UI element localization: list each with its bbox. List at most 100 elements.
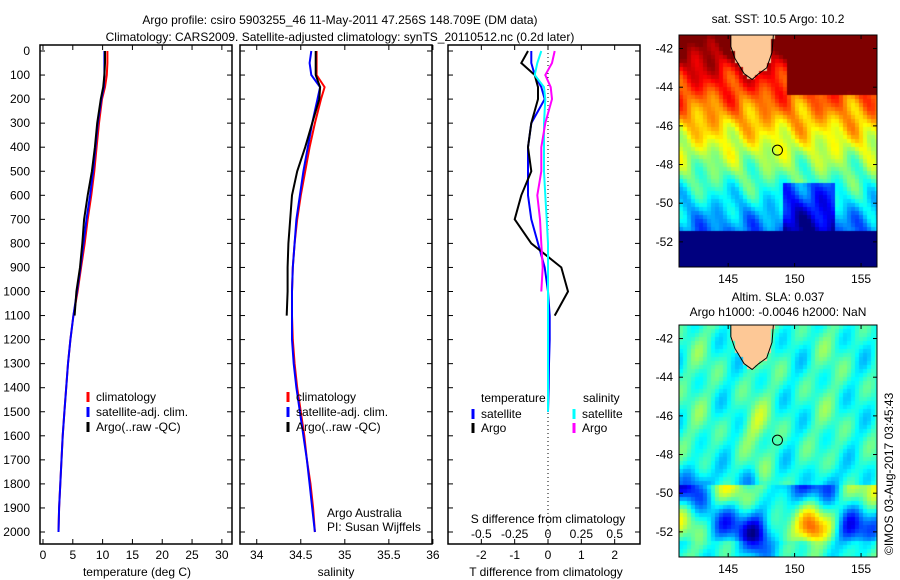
- sla-map-image: [679, 325, 877, 557]
- x-tick-label: 15: [126, 548, 140, 562]
- sst-map-image: [679, 35, 877, 267]
- lat-tick-label: -42: [656, 42, 674, 56]
- lat-tick-label: -50: [656, 196, 674, 210]
- coastline-tasmania: [730, 34, 774, 81]
- s-tick-label: 0.5: [606, 527, 623, 541]
- depth-tick-label: 200: [10, 92, 30, 106]
- salinity-xlabel: salinity: [318, 565, 355, 579]
- lat-tick-label: -48: [656, 158, 674, 172]
- coastline-tasmania: [730, 324, 774, 371]
- x-tick-label: 5: [69, 548, 76, 562]
- lat-tick-label: -48: [656, 448, 674, 462]
- x-tick-label: 0: [545, 548, 552, 562]
- legend-title-temperature: temperature: [481, 391, 546, 405]
- legend-label: satellite-adj. clim.: [296, 405, 388, 419]
- sst-map-title: sat. SST: 10.5 Argo: 10.2: [712, 12, 845, 26]
- x-tick-label: 35: [338, 548, 352, 562]
- lat-tick-label: -52: [656, 525, 674, 539]
- lon-tick-label: 150: [785, 562, 805, 576]
- argo-location-marker: [771, 434, 783, 446]
- legend-label: climatology: [96, 390, 156, 404]
- x-tick-label: 20: [156, 548, 170, 562]
- panel-frame-difference-profile: [447, 44, 641, 545]
- lat-tick-label: -52: [656, 235, 674, 249]
- depth-tick-label: 1800: [3, 477, 30, 491]
- legend-label: Argo: [481, 421, 507, 435]
- depth-tick-label: 600: [10, 188, 30, 202]
- timestamp: ©IMOS 03-Aug-2017 03:45:43: [882, 392, 896, 555]
- depth-tick-label: 1400: [3, 381, 30, 395]
- x-tick-label: 10: [96, 548, 110, 562]
- sla-map-subtitle: Argo h1000: -0.0046 h2000: NaN: [690, 305, 867, 319]
- argo-location-marker: [771, 144, 783, 156]
- depth-tick-label: 100: [10, 68, 30, 82]
- x-tick-label: 30: [215, 548, 229, 562]
- lat-tick-label: -42: [656, 332, 674, 346]
- x-tick-label: 25: [185, 548, 199, 562]
- depth-tick-label: 300: [10, 116, 30, 130]
- series-line-climatology: [57, 51, 109, 533]
- legend-label: satellite-adj. clim.: [96, 405, 188, 419]
- depth-tick-label: 1100: [4, 309, 30, 323]
- panel-frame-temperature-profile: [39, 44, 233, 545]
- lon-tick-label: 145: [718, 272, 738, 286]
- s-tick-label: 0.25: [570, 527, 594, 541]
- lat-tick-label: -46: [656, 119, 674, 133]
- depth-tick-label: 1300: [3, 357, 30, 371]
- x-tick-label: 2: [611, 548, 618, 562]
- series-line-s-argo: [536, 50, 556, 292]
- legend-label: climatology: [296, 390, 356, 404]
- depth-tick-label: 1000: [3, 285, 30, 299]
- x-tick-label: 36: [426, 548, 440, 562]
- lon-tick-label: 150: [785, 272, 805, 286]
- legend-label: Argo(..raw -QC): [96, 420, 181, 434]
- legend-label: satellite: [481, 407, 522, 421]
- x-tick-label: 0: [40, 548, 47, 562]
- lat-tick-label: -50: [656, 486, 674, 500]
- lon-tick-label: 155: [851, 272, 871, 286]
- depth-tick-label: 800: [10, 236, 30, 250]
- series-line-s-satellite: [533, 50, 549, 412]
- series-line-climatology: [291, 51, 326, 533]
- figure-title-line1: Argo profile: csiro 5903255_46 11-May-20…: [142, 13, 537, 27]
- map-frame: [678, 34, 878, 268]
- depth-tick-label: 1900: [3, 501, 30, 515]
- s-tick-label: 0: [545, 527, 552, 541]
- panel-frame-salinity-profile: [239, 44, 433, 545]
- x-tick-label: -1: [509, 548, 520, 562]
- depth-tick-label: 700: [10, 212, 30, 226]
- x-tick-label: -2: [476, 548, 487, 562]
- x-tick-label: 34: [250, 548, 264, 562]
- legend-label: Argo(..raw -QC): [296, 420, 381, 434]
- lon-tick-label: 145: [718, 562, 738, 576]
- depth-tick-label: 500: [10, 164, 30, 178]
- depth-tick-label: 1500: [3, 405, 30, 419]
- map-frame: [678, 324, 878, 558]
- credit-line1: Argo Australia: [327, 506, 402, 520]
- x-tick-label: 1: [578, 548, 585, 562]
- s-tick-label: -0.5: [471, 527, 492, 541]
- series-line-argo-raw-qc-: [285, 51, 322, 316]
- depth-tick-label: 2000: [3, 525, 30, 539]
- t-difference-xlabel: T difference from climatology: [469, 565, 623, 579]
- depth-tick-label: 900: [10, 260, 30, 274]
- figure-title-line2: Climatology: CARS2009. Satellite-adjuste…: [106, 30, 575, 44]
- depth-tick-label: 0: [23, 44, 30, 58]
- sla-map-title: Altim. SLA: 0.037: [732, 290, 825, 304]
- lat-tick-label: -44: [656, 80, 674, 94]
- credit-line2: PI: Susan Wijffels: [327, 520, 421, 534]
- lat-tick-label: -46: [656, 409, 674, 423]
- s-difference-xlabel: S difference from climatology: [471, 512, 626, 526]
- depth-tick-label: 1700: [3, 453, 30, 467]
- depth-tick-label: 400: [10, 140, 30, 154]
- lat-tick-label: -44: [656, 370, 674, 384]
- series-line-satellite-adj-clim-: [291, 50, 322, 533]
- temperature-xlabel: temperature (deg C): [83, 565, 191, 579]
- depth-tick-label: 1600: [3, 429, 30, 443]
- legend-label: satellite: [582, 407, 623, 421]
- x-tick-label: 34.5: [289, 548, 313, 562]
- lon-tick-label: 155: [851, 562, 871, 576]
- series-line-argo-raw-qc-: [73, 51, 106, 316]
